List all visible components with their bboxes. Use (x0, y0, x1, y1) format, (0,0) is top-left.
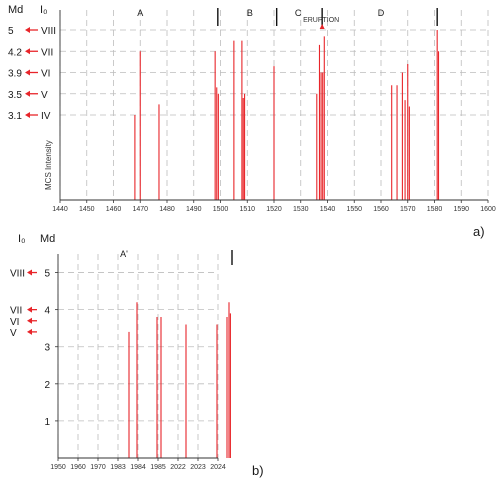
y-tick-label-b: 5 (44, 269, 50, 280)
md-value-a: 4.2 (8, 47, 22, 58)
intensity-arrow-b-head (27, 269, 32, 276)
x-tick-label-a: 1580 (427, 206, 443, 213)
intensity-arrow-a-head (25, 90, 30, 97)
period-label-a: A (137, 8, 143, 18)
intensity-arrow-b-head (27, 306, 32, 313)
x-tick-label-a: 1440 (52, 206, 68, 213)
bars-b (128, 302, 231, 458)
intensity-label-a: V (41, 90, 48, 101)
panel-label-a: a) (473, 224, 485, 239)
period-label-a: D (378, 8, 385, 18)
md-value-a: 5 (8, 26, 14, 37)
y-tick-label-b: 4 (44, 306, 50, 317)
intensity-arrow-a-head (25, 27, 30, 33)
x-tick-label-a: 1490 (186, 206, 202, 213)
x-tick-label-a: 1470 (132, 206, 148, 213)
x-tick-label-a: 1500 (213, 206, 229, 213)
header-md-a: Md (8, 4, 23, 16)
intensity-label-b: VI (10, 317, 19, 328)
intensity-label-b: V (10, 328, 17, 339)
intensity-label-a: VII (41, 47, 53, 58)
x-tick-label-a: 1450 (79, 206, 95, 213)
x-tick-label-b: 1960 (70, 464, 86, 471)
chart-panel-a: 1440 1450 1460 1470 1480 1490 1500 1510 1520 1530… (8, 4, 496, 239)
x-tick-label-b: 2022 (170, 464, 186, 471)
x-tick-label-b: 2024 (210, 464, 226, 471)
x-tick-label-b: 2023 (190, 464, 206, 471)
x-tick-label-a: 1560 (373, 206, 389, 213)
eruption-marker (319, 24, 325, 29)
intensity-arrow-b-head (27, 317, 32, 324)
eruption-label: ERUPTION (303, 17, 339, 24)
x-tick-label-a: 1530 (293, 206, 309, 213)
x-tick-label-a: 1520 (266, 206, 282, 213)
header-i0-a: I₀ (40, 4, 48, 16)
intensity-arrow-a-head (25, 48, 30, 55)
x-tick-label-b: 1985 (150, 464, 166, 471)
intensity-label-b: VIII (10, 269, 25, 280)
axes-b: 1950 1960 1970 1983 1984 1985 2022 2023 2024 1 2 3 4… (44, 249, 233, 471)
period-label-a: B (247, 8, 253, 18)
bars-a (134, 30, 440, 200)
panel-label-b: b) (252, 463, 264, 478)
x-tick-label-a: 1550 (346, 206, 362, 213)
chart-panel-b: 1950 1960 1970 1983 1984 1985 2022 2023 2024 1 2 3 4… (10, 233, 264, 478)
intensity-arrow-b-head (27, 328, 32, 335)
md-value-a: 3.1 (8, 111, 22, 122)
x-tick-label-a: 1480 (159, 206, 175, 213)
x-tick-label-a: 1590 (453, 206, 469, 213)
period-label-a: C (295, 8, 302, 18)
x-tick-label-a: 1600 (480, 206, 496, 213)
x-tick-label-b: 1950 (50, 464, 66, 471)
grid-b (57, 254, 219, 458)
md-value-a: 3.9 (8, 69, 22, 80)
x-tick-label-a: 1460 (106, 206, 122, 213)
y-tick-label-b: 3 (44, 343, 50, 354)
x-tick-label-a: 1570 (400, 206, 416, 213)
intensity-arrow-a-head (25, 69, 30, 76)
header-md-b: Md (40, 233, 55, 245)
labels-a: 5 VIII 4.2 VII 3.9 VI 3.5 V 3.1 IV (8, 26, 56, 122)
intensity-arrow-a-head (25, 112, 30, 118)
y-tick-label-b: 2 (44, 380, 50, 391)
header-i0-b: I₀ (18, 233, 26, 245)
md-value-a: 3.5 (8, 90, 22, 101)
axes-a: 1440 1450 1460 1470 1480 1490 1500 1510 1520 1530… (52, 8, 496, 213)
intensity-label-a: VI (41, 69, 50, 80)
x-tick-label-a: 1510 (239, 206, 255, 213)
x-tick-label-b: 1983 (110, 464, 126, 471)
x-tick-label-a: 1540 (320, 206, 336, 213)
intensity-label-b: VII (10, 306, 22, 317)
period-label-b: A' (120, 249, 128, 259)
x-tick-label-b: 1984 (130, 464, 146, 471)
intensity-label-a: VIII (41, 26, 56, 37)
y-tick-label-b: 1 (44, 417, 50, 428)
intensity-label-a: IV (41, 111, 51, 122)
x-tick-label-b: 1970 (90, 464, 106, 471)
y-axis-label-a: MCS Intensity (44, 140, 53, 190)
